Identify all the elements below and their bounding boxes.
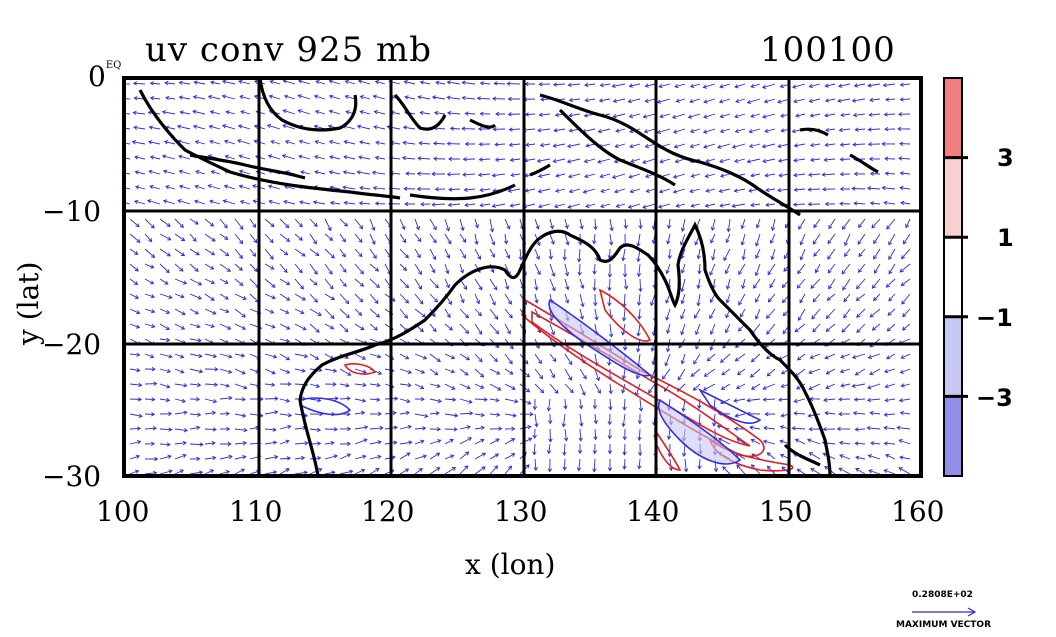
colorbar-label: −1 (976, 304, 1013, 332)
colorbar-label: 3 (997, 144, 1014, 172)
colorbar-label: 1 (997, 224, 1014, 252)
java-coast (138, 89, 401, 200)
borneo-coast (258, 78, 358, 132)
y-tick-label: −30 (42, 460, 102, 493)
max-vector-value: 0.2808E+02 (912, 590, 973, 600)
negative-contour (697, 387, 762, 424)
x-tick-label: 110 (229, 495, 283, 528)
x-axis-label: x (lon) (465, 548, 556, 581)
y-axis-label: y (lat) (12, 261, 45, 345)
sulawesi-coast (393, 93, 497, 131)
x-tick-label: 130 (494, 495, 548, 528)
y-tick-label: −20 (42, 328, 102, 361)
plot-frame (122, 76, 923, 478)
positive-contour (343, 363, 377, 375)
negative-contour (299, 397, 352, 416)
colorbar-label: −3 (976, 384, 1013, 412)
negative-contour (548, 298, 652, 377)
graticule (124, 78, 921, 476)
colorbar-segment (943, 156, 963, 239)
positive-contour (654, 427, 682, 471)
new-guinea-south (558, 108, 676, 187)
colorbar-segment (943, 315, 963, 398)
negative-contour (658, 398, 742, 465)
timor-coast (529, 163, 551, 177)
positive-contour (521, 298, 765, 458)
java-coast-north (189, 153, 306, 180)
colorbar-segment (943, 77, 963, 159)
sunda-islands (409, 183, 516, 201)
convergence-contours (299, 288, 794, 472)
plot-date: 100100 (760, 30, 896, 70)
y-tick-label: 0EQ (88, 60, 122, 93)
new-guinea-coast (539, 93, 801, 217)
x-tick-label: 100 (96, 495, 150, 528)
coastlines (138, 78, 879, 476)
max-vector-label: MAXIMUM VECTOR (896, 620, 992, 630)
x-tick-label: 160 (891, 495, 945, 528)
plot-title: uv conv 925 mb (145, 30, 433, 70)
max-vector-legend: 0.2808E+02 MAXIMUM VECTOR (890, 590, 1010, 630)
x-tick-label: 140 (626, 495, 680, 528)
colorbar (943, 77, 968, 477)
positive-contour (598, 288, 652, 342)
colorbar-segment (943, 395, 963, 477)
wind-vectors (124, 79, 911, 476)
australia-coast (298, 221, 832, 476)
y-tick-label: −10 (42, 195, 102, 228)
x-tick-label: 150 (759, 495, 813, 528)
colorbar-segment (943, 236, 963, 318)
max-vector-arrow (912, 607, 977, 617)
solomon-islands (799, 127, 879, 174)
x-tick-label: 120 (361, 495, 415, 528)
